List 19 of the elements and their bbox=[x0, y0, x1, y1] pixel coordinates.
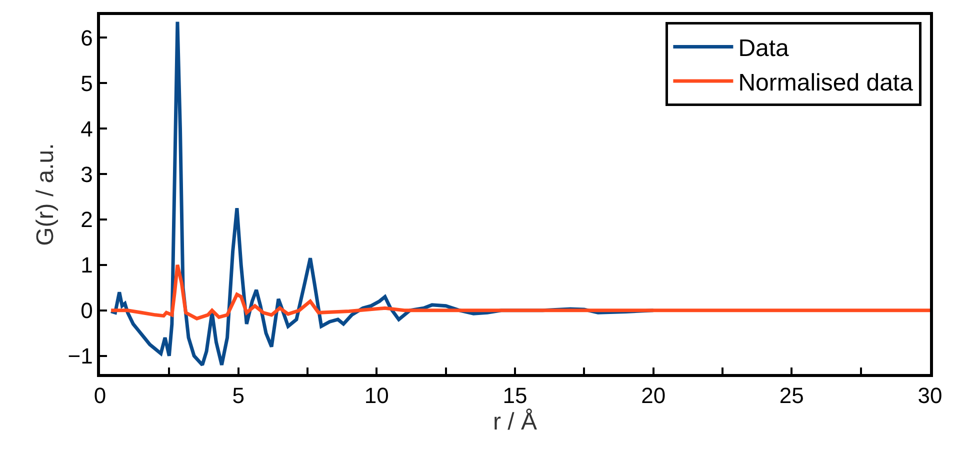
x-tick-label: 20 bbox=[641, 383, 666, 408]
legend-label: Normalised data bbox=[738, 69, 914, 96]
y-tick-label: 2 bbox=[80, 207, 93, 232]
y-tick-label: −1 bbox=[68, 344, 93, 369]
x-tick-label: 25 bbox=[779, 383, 804, 408]
legend-label: Data bbox=[738, 35, 790, 62]
y-tick-label: 6 bbox=[80, 25, 93, 50]
x-tick-label: 15 bbox=[502, 383, 528, 408]
y-tick-label: 0 bbox=[80, 298, 93, 324]
y-tick-label: 4 bbox=[80, 116, 93, 142]
x-tick-label: 30 bbox=[918, 383, 942, 408]
y-axis-title: G(r) / a.u. bbox=[32, 143, 59, 246]
x-tick-label: 10 bbox=[364, 383, 389, 408]
y-tick-label: 1 bbox=[80, 252, 93, 278]
line-series bbox=[109, 263, 930, 320]
y-tick-label: 5 bbox=[80, 70, 93, 96]
x-tick-label: 5 bbox=[232, 383, 244, 408]
y-tick-label: 3 bbox=[80, 162, 93, 187]
x-axis-title: r / Å bbox=[492, 408, 538, 436]
